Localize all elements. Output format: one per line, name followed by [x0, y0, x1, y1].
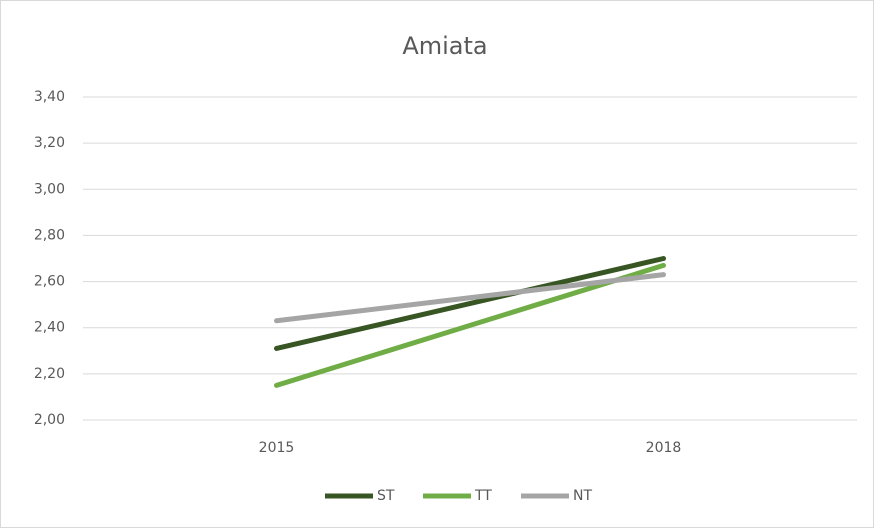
y-tick-label: 3,20: [34, 135, 65, 151]
y-tick-label: 3,40: [34, 89, 65, 105]
y-tick-label: 3,00: [34, 181, 65, 197]
series-line: [274, 262, 666, 388]
legend-label: NT: [573, 488, 592, 504]
y-tick-label: 2,60: [34, 274, 65, 290]
y-tick-label: 2,00: [34, 412, 65, 428]
series-line: [274, 256, 666, 351]
y-tick-label: 2,40: [34, 320, 65, 336]
x-tick-label: 2018: [646, 440, 682, 456]
x-tick-label: 2015: [259, 440, 295, 456]
legend-label: TT: [474, 488, 492, 504]
legend-label: ST: [377, 488, 395, 504]
y-tick-label: 2,20: [34, 366, 65, 382]
chart-title: Amiata: [402, 32, 487, 60]
y-tick-label: 2,80: [34, 227, 65, 243]
series-line: [274, 272, 666, 324]
